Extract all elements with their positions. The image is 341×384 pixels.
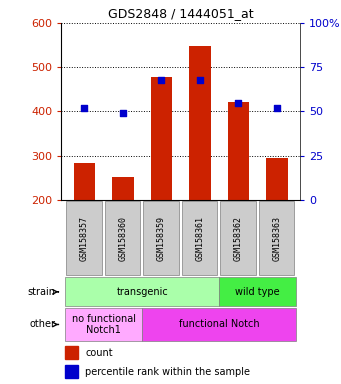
- Bar: [143, 201, 179, 275]
- Bar: [65, 346, 78, 359]
- Text: percentile rank within the sample: percentile rank within the sample: [85, 367, 250, 377]
- Point: [159, 76, 164, 83]
- Bar: [65, 365, 78, 378]
- Bar: [219, 277, 296, 306]
- Point: [197, 76, 203, 83]
- Point: [120, 110, 126, 116]
- Bar: [65, 277, 219, 306]
- Text: other: other: [30, 319, 56, 329]
- Bar: [189, 46, 211, 200]
- Bar: [182, 201, 218, 275]
- Text: no functional
Notch1: no functional Notch1: [72, 314, 136, 335]
- Text: wild type: wild type: [235, 287, 280, 297]
- Bar: [151, 77, 172, 200]
- Bar: [266, 158, 287, 200]
- Text: GSM158359: GSM158359: [157, 215, 166, 261]
- Text: GSM158361: GSM158361: [195, 215, 205, 261]
- Bar: [220, 201, 256, 275]
- Bar: [259, 201, 295, 275]
- Bar: [74, 164, 95, 200]
- Text: GSM158360: GSM158360: [118, 215, 128, 261]
- Text: functional Notch: functional Notch: [179, 319, 260, 329]
- Bar: [142, 308, 296, 341]
- Text: transgenic: transgenic: [116, 287, 168, 297]
- Bar: [65, 308, 142, 341]
- Point: [82, 105, 87, 111]
- Text: GSM158363: GSM158363: [272, 215, 281, 261]
- Bar: [113, 177, 134, 200]
- Text: strain: strain: [28, 287, 56, 297]
- Text: GSM158362: GSM158362: [234, 215, 243, 261]
- Text: GSM158357: GSM158357: [80, 215, 89, 261]
- Bar: [105, 201, 140, 275]
- Point: [236, 99, 241, 106]
- Text: count: count: [85, 348, 113, 358]
- Bar: [66, 201, 102, 275]
- Point: [274, 105, 280, 111]
- Title: GDS2848 / 1444051_at: GDS2848 / 1444051_at: [108, 7, 254, 20]
- Bar: [228, 102, 249, 200]
